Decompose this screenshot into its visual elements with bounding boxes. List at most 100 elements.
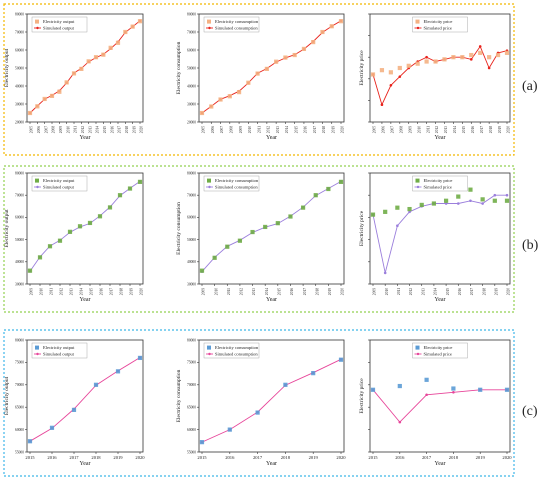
x-tick-label: 2019 [495, 288, 499, 295]
y-tick-label: 60000 [187, 48, 196, 52]
x-tick-label: 2016 [110, 126, 114, 133]
chart-c-2: 2015 2016 2017 2018 2019 2020 Year Electricity … [359, 339, 512, 467]
x-tick-label: 2016 [471, 126, 475, 133]
chart-b-2: 2009 2010 2011 2012 2013 2014 2015 2016 2017 2018… [359, 172, 511, 303]
actual-point [504, 387, 510, 392]
actual-point [47, 244, 53, 249]
y-tick-label: 50000 [187, 66, 196, 70]
actual-point [127, 186, 133, 191]
legend-box [203, 175, 260, 192]
actual-point [255, 410, 260, 415]
actual-point [415, 61, 420, 66]
series-line-simulated [372, 194, 507, 274]
y-tick-label: 55000 [15, 450, 24, 454]
legend-marker-actual [415, 19, 420, 24]
actual-point [379, 68, 385, 73]
x-tick-label: 2011 [227, 288, 231, 295]
x-tick-label: 2010 [66, 126, 70, 133]
y-tick-label: 80000 [187, 12, 196, 16]
actual-point [79, 66, 84, 71]
chart-c-1: 2015 2016 2017 2018 2019 2020 55000 60000 65000 7… [176, 338, 346, 467]
actual-point [383, 209, 388, 214]
actual-point [255, 71, 260, 76]
legend-marker-simulated [36, 352, 39, 356]
y-axis-label: Electricity output [4, 48, 10, 87]
x-tick-label: 2017 [118, 126, 122, 133]
series-line-simulated [201, 20, 342, 114]
actual-point [97, 214, 103, 219]
x-tick-label: 2020 [341, 126, 345, 133]
x-tick-label: 2009 [202, 288, 206, 295]
actual-point [329, 24, 334, 29]
x-tick-label: 2011 [397, 288, 401, 295]
x-tick-label: 2008 [400, 126, 404, 133]
x-tick-label: 2016 [225, 455, 235, 460]
simulated-point [425, 393, 428, 397]
actual-point [123, 29, 128, 35]
x-tick-label: 2017 [253, 455, 263, 460]
actual-point [397, 383, 402, 389]
x-tick-label: 2012 [435, 126, 439, 133]
x-tick-label: 2016 [47, 455, 57, 460]
x-tick-label: 2019 [331, 126, 335, 133]
actual-point [487, 55, 492, 60]
actual-point [250, 229, 255, 235]
x-tick-label: 2010 [40, 288, 44, 295]
y-tick-label: 70000 [15, 383, 24, 387]
actual-point [468, 187, 473, 192]
x-tick-label: 2015 [278, 288, 282, 295]
plot-area [198, 172, 345, 285]
simulated-point [396, 224, 399, 228]
x-tick-label: 2014 [453, 126, 457, 133]
actual-point [320, 29, 325, 35]
series-line-simulated [29, 357, 141, 442]
x-tick-label: 2019 [309, 455, 319, 460]
actual-point [456, 194, 461, 199]
legend-marker-simulated [36, 185, 39, 189]
actual-point [130, 24, 135, 29]
x-tick-label: 2019 [113, 455, 123, 460]
legend-marker-actual [207, 19, 211, 24]
y-tick-label: 60000 [15, 48, 24, 52]
actual-point [370, 387, 376, 392]
actual-point [93, 55, 99, 60]
actual-point [225, 244, 230, 249]
x-tick-label: 2015 [446, 288, 450, 295]
x-tick-label: 2010 [417, 126, 421, 133]
actual-point [311, 371, 316, 376]
x-tick-label: 2016 [100, 288, 104, 295]
x-tick-label: 2012 [409, 288, 413, 295]
actual-point [288, 214, 293, 219]
x-tick-label: 2016 [304, 126, 308, 133]
actual-point [227, 427, 232, 432]
legend-box [412, 16, 468, 33]
x-tick-label: 2016 [290, 288, 294, 295]
series-line-simulated [372, 45, 508, 106]
x-axis-label: Year [266, 461, 277, 467]
x-tick-label: 2018 [482, 288, 486, 295]
x-tick-label: 2013 [276, 126, 280, 133]
x-tick-label: 2005 [30, 126, 34, 133]
x-tick-label: 2009 [30, 288, 34, 295]
actual-point [263, 224, 268, 230]
y-tick-label: 60000 [187, 428, 196, 432]
x-axis-label: Year [434, 297, 445, 303]
actual-point [275, 221, 280, 226]
actual-point [443, 198, 449, 203]
actual-point [246, 80, 251, 85]
x-axis-label: Year [434, 135, 445, 141]
legend-label-simulated: Simulated output [43, 352, 75, 357]
x-tick-label: 2017 [313, 126, 317, 133]
actual-point [64, 80, 69, 85]
simulated-point [469, 199, 472, 203]
x-tick-label: 2014 [80, 288, 84, 295]
x-tick-label: 2012 [267, 126, 271, 133]
y-axis-label: Electricity output [4, 376, 10, 415]
y-tick-label: 70000 [187, 30, 196, 34]
x-tick-label: 2020 [135, 455, 145, 460]
actual-point [209, 104, 214, 109]
x-tick-label: 2012 [81, 126, 85, 133]
x-tick-label: 2006 [382, 126, 386, 133]
actual-point [311, 39, 316, 45]
simulated-point [398, 75, 402, 78]
